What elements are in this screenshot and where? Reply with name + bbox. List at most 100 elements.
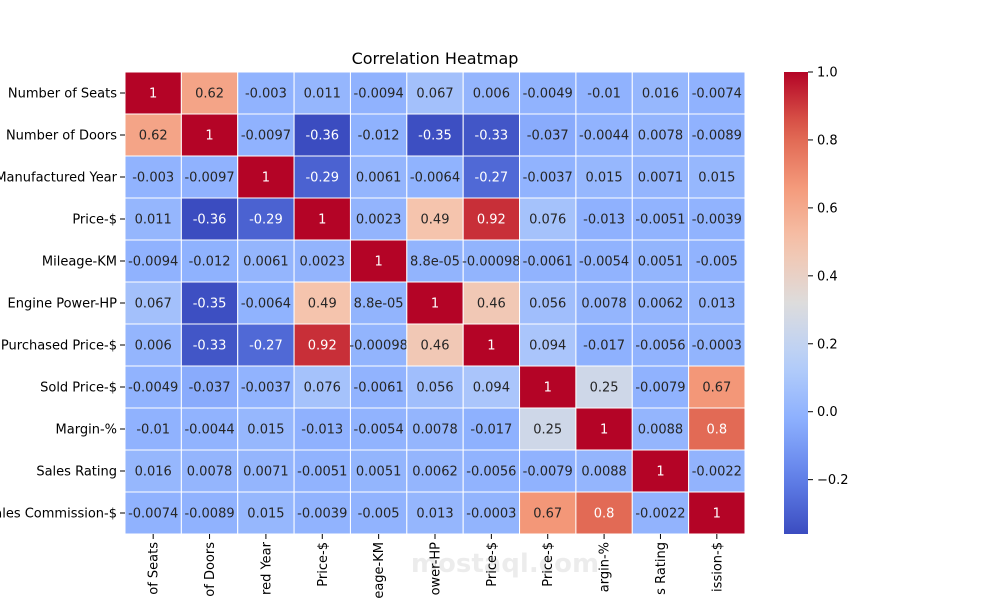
cell-annotation: 0.006 [135, 339, 172, 354]
cell-annotation: 0.46 [421, 339, 450, 354]
colorbar-tick-label: 1.0 [817, 66, 838, 81]
x-tick-label: eage-KM [372, 542, 387, 599]
heatmap-cell [180, 491, 239, 535]
heatmap-cell [406, 365, 464, 409]
heatmap-cell [349, 449, 408, 493]
heatmap-cell [519, 113, 577, 157]
cell-annotation: -0.0049 [128, 381, 178, 396]
x-tick-label: of Doors [203, 542, 218, 597]
cell-annotation: 0.0078 [581, 297, 627, 312]
cell-annotation: 1 [600, 423, 608, 438]
heatmap-cell [631, 239, 690, 283]
heatmap-cell [237, 197, 295, 241]
heatmap-cell [575, 113, 633, 157]
heatmap-cell [237, 491, 295, 535]
cell-annotation: 0.25 [533, 423, 562, 438]
cell-annotation: -0.29 [305, 171, 339, 186]
heatmap-cell [575, 155, 633, 199]
cell-annotation: 0.62 [139, 129, 168, 144]
cell-annotation: 0.094 [529, 339, 566, 354]
heatmap-cell [688, 197, 746, 241]
heatmap-cell [349, 239, 408, 283]
cell-annotation: -0.0049 [523, 87, 573, 102]
x-tick-label: Price-$ [485, 542, 500, 587]
cell-annotation: 0.0061 [243, 255, 289, 270]
cell-annotation: 0.8 [706, 423, 727, 438]
y-tick-label: Margin-% [56, 423, 117, 438]
heatmap-cell [406, 71, 464, 115]
cell-annotation: 1 [544, 381, 552, 396]
heatmap-cell [406, 113, 464, 157]
y-tick-label: Manufactured Year [0, 171, 118, 186]
cell-annotation: 1 [149, 87, 157, 102]
heatmap-cell [519, 365, 577, 409]
heatmap-cell [631, 113, 690, 157]
cell-annotation: 0.46 [477, 297, 506, 312]
heatmap-cell [575, 281, 633, 325]
heatmap-cell [688, 491, 746, 535]
cell-annotation: 0.0088 [581, 465, 627, 480]
cell-annotation: 0.0071 [243, 465, 289, 480]
cell-annotation: -0.0022 [692, 465, 742, 480]
cell-annotation: 0.0078 [412, 423, 458, 438]
cell-annotation: 0.067 [135, 297, 172, 312]
cell-annotation: 0.056 [529, 297, 566, 312]
cell-annotation: 0.0062 [638, 297, 684, 312]
cell-annotation: 0.076 [304, 381, 341, 396]
heatmap-cell [631, 491, 690, 535]
heatmap-cell [293, 281, 351, 325]
cell-annotation: -0.36 [305, 129, 339, 144]
y-tick-label: Engine Power-HP [8, 297, 118, 312]
cell-annotation: 0.067 [416, 87, 453, 102]
heatmap-cell [180, 323, 239, 367]
cell-annotation: -0.005 [696, 255, 738, 270]
cell-annotation: 0.0023 [300, 255, 346, 270]
y-tick-label: Mileage-KM [42, 255, 117, 270]
cell-annotation: 1 [318, 213, 326, 228]
cell-annotation: 0.011 [304, 87, 341, 102]
cell-annotation: -0.33 [475, 129, 509, 144]
cell-annotation: 0.92 [308, 339, 337, 354]
cell-annotation: 0.076 [529, 213, 566, 228]
cell-annotation: 0.013 [416, 507, 453, 522]
heatmap-cell [406, 323, 464, 367]
y-tick-label: Sold Price-$ [40, 381, 117, 396]
heatmap-cell [237, 407, 295, 451]
heatmap-cell [293, 449, 351, 493]
y-tick-label: Purchased Price-$ [1, 339, 117, 354]
heatmap-cell [124, 323, 182, 367]
heatmap-cell [519, 323, 577, 367]
heatmap-cell [180, 239, 239, 283]
heatmap-cell [237, 449, 295, 493]
cell-annotation: 0.015 [585, 171, 622, 186]
heatmap-cell [462, 407, 521, 451]
cell-annotation: -0.00098 [462, 255, 520, 270]
cell-annotation: 0.0062 [412, 465, 458, 480]
x-tick-label: argin-% [598, 542, 613, 592]
cell-annotation: -0.0061 [354, 381, 404, 396]
heatmap-cell [462, 323, 521, 367]
heatmap-cell [406, 281, 464, 325]
heatmap-cell [688, 71, 746, 115]
cell-annotation: -0.0089 [184, 507, 234, 522]
heatmap-cell [688, 407, 746, 451]
cell-annotation: -0.003 [245, 87, 287, 102]
heatmap-cell [349, 155, 408, 199]
cell-annotation: -0.29 [249, 213, 283, 228]
cell-annotation: 0.8 [594, 507, 615, 522]
cell-annotation: 8.8e-05 [354, 297, 404, 312]
cell-annotation: -0.005 [358, 507, 400, 522]
heatmap-cell [180, 71, 239, 115]
cell-annotation: 0.011 [135, 213, 172, 228]
cell-annotation: -0.0051 [635, 213, 685, 228]
cell-annotation: -0.013 [301, 423, 343, 438]
heatmap-cell [688, 281, 746, 325]
colorbar-tick-label: −0.2 [817, 473, 849, 488]
cell-annotation: 0.67 [533, 507, 562, 522]
cell-annotation: 0.015 [247, 423, 284, 438]
cell-annotation: -0.27 [475, 171, 509, 186]
cell-annotation: 0.006 [473, 87, 510, 102]
colorbar-tick-label: 0.4 [817, 269, 838, 284]
cell-annotation: 1 [205, 129, 213, 144]
cell-annotation: -0.013 [583, 213, 625, 228]
